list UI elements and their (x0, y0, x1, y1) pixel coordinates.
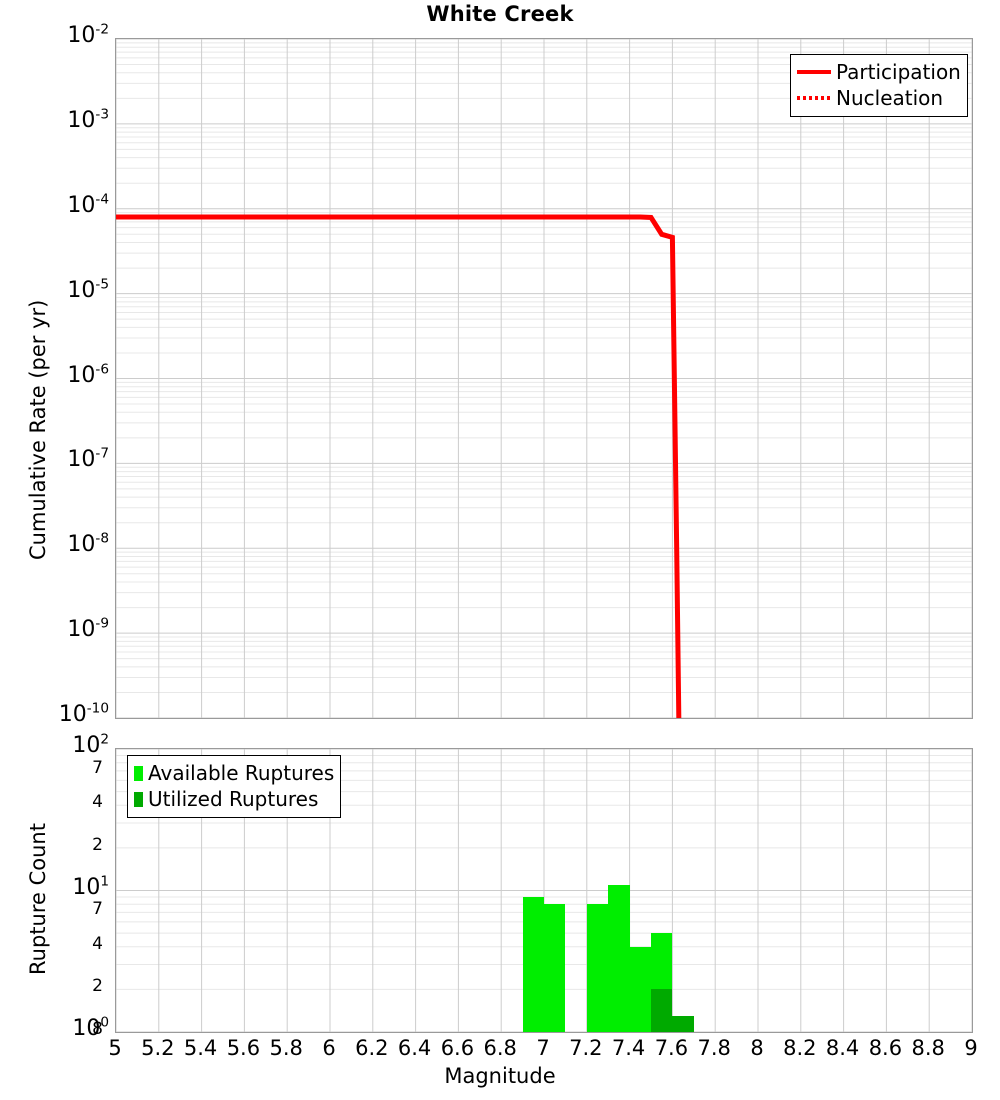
y-tick-minor-label: 8 (92, 1019, 103, 1039)
x-tick-label: 5.2 (141, 1036, 175, 1060)
rupture-bar (586, 904, 609, 1032)
legend-top[interactable]: Participation Nucleation (790, 54, 968, 117)
x-tick-label: 8 (750, 1036, 764, 1060)
x-axis-label: Magnitude (444, 1064, 556, 1088)
legend-item-available[interactable]: Available Ruptures (134, 760, 334, 786)
rupture-bar (522, 896, 544, 1032)
x-tick-label: 6.8 (483, 1036, 517, 1060)
y-tick-minor-label: 2 (92, 976, 103, 997)
y-tick-minor-label: 2 (92, 834, 103, 855)
legend-label: Participation (836, 60, 961, 84)
page-title: White Creek (426, 2, 574, 26)
y-tick-label: 10-8 (67, 530, 109, 558)
x-tick-label: 8.2 (783, 1036, 817, 1060)
color-swatch-icon (134, 791, 143, 807)
y-tick-label: 10-4 (67, 191, 109, 218)
x-tick-label: 7.6 (654, 1036, 689, 1060)
rupture-bars (116, 749, 972, 1032)
rupture-bar (629, 946, 651, 1032)
rupture-bar (608, 884, 630, 1032)
y-tick-label: 10-10 (58, 700, 109, 727)
x-tick-label: 7.4 (611, 1036, 646, 1060)
legend-item-utilized[interactable]: Utilized Ruptures (134, 786, 334, 812)
legend-label: Utilized Ruptures (148, 787, 319, 811)
legend-item-dotted[interactable]: Nucleation (797, 85, 961, 111)
y-tick-label: 10-3 (67, 106, 109, 133)
x-tick-label: 7.8 (697, 1036, 731, 1060)
x-tick-label: 8.6 (868, 1036, 903, 1060)
y-tick-minor-label: 7 (92, 757, 103, 778)
y-tick-label: 100 (72, 1014, 109, 1041)
y-tick-minor-label: 4 (92, 792, 103, 813)
x-tick-label: 6 (322, 1036, 336, 1060)
y-tick-minor-label: 7 (92, 899, 103, 920)
y-tick-label: 10-7 (67, 446, 109, 473)
utilized-ruptures-segment (651, 989, 673, 1032)
utilized-ruptures-segment (672, 1015, 694, 1032)
rupture-bar (651, 933, 673, 1032)
solid-line-icon (797, 63, 831, 81)
available-ruptures-segment (544, 904, 566, 1032)
y-tick-label: 102 (72, 731, 109, 758)
rupture-bar (544, 904, 566, 1032)
x-tick-label: 5.6 (226, 1036, 261, 1060)
color-swatch-icon (134, 765, 143, 781)
available-ruptures-segment (522, 896, 544, 1032)
cumulative-rate-plot (115, 38, 973, 719)
legend-label: Nucleation (836, 86, 944, 110)
x-tick-label: 7 (536, 1036, 550, 1060)
x-tick-label: 6.6 (440, 1036, 475, 1060)
y-tick-label: 10-9 (67, 615, 109, 643)
x-tick-label: 9 (964, 1036, 978, 1060)
x-tick-label: 6.4 (397, 1036, 432, 1060)
legend-bottom[interactable]: Available Ruptures Utilized Ruptures (127, 755, 342, 818)
y-tick-label: 101 (72, 873, 109, 900)
available-ruptures-segment (586, 904, 609, 1032)
y-tick-label: 10-5 (67, 276, 109, 303)
grid-top (116, 39, 972, 718)
y-tick-label: 10-2 (67, 21, 109, 48)
x-tick-label: 8.8 (911, 1036, 945, 1060)
y-tick-label: 10-6 (67, 361, 109, 388)
mfd-curves (116, 214, 682, 718)
available-ruptures-segment (629, 946, 651, 1032)
x-tick-label: 5 (108, 1036, 122, 1060)
y-tick-minor-label: 4 (92, 933, 103, 954)
y-axis-ticks-bottom: 102 101 100 7 4 2 7 4 2 8 (4, 0, 109, 1100)
y-axis-ticks-top: 10-2 10-3 10-4 10-5 10-6 10-7 10-8 10-9 10-10 (4, 0, 109, 760)
x-tick-label: 7.2 (569, 1036, 603, 1060)
x-tick-label: 5.8 (269, 1036, 303, 1060)
legend-item-solid[interactable]: Participation (797, 59, 961, 85)
legend-label: Available Ruptures (148, 761, 335, 785)
dotted-line-icon (797, 89, 831, 107)
x-tick-label: 6.2 (355, 1036, 389, 1060)
x-tick-label: 8.4 (825, 1036, 860, 1060)
available-ruptures-segment (608, 884, 630, 1032)
x-tick-label: 5.4 (183, 1036, 218, 1060)
rupture-bar (672, 1015, 694, 1032)
